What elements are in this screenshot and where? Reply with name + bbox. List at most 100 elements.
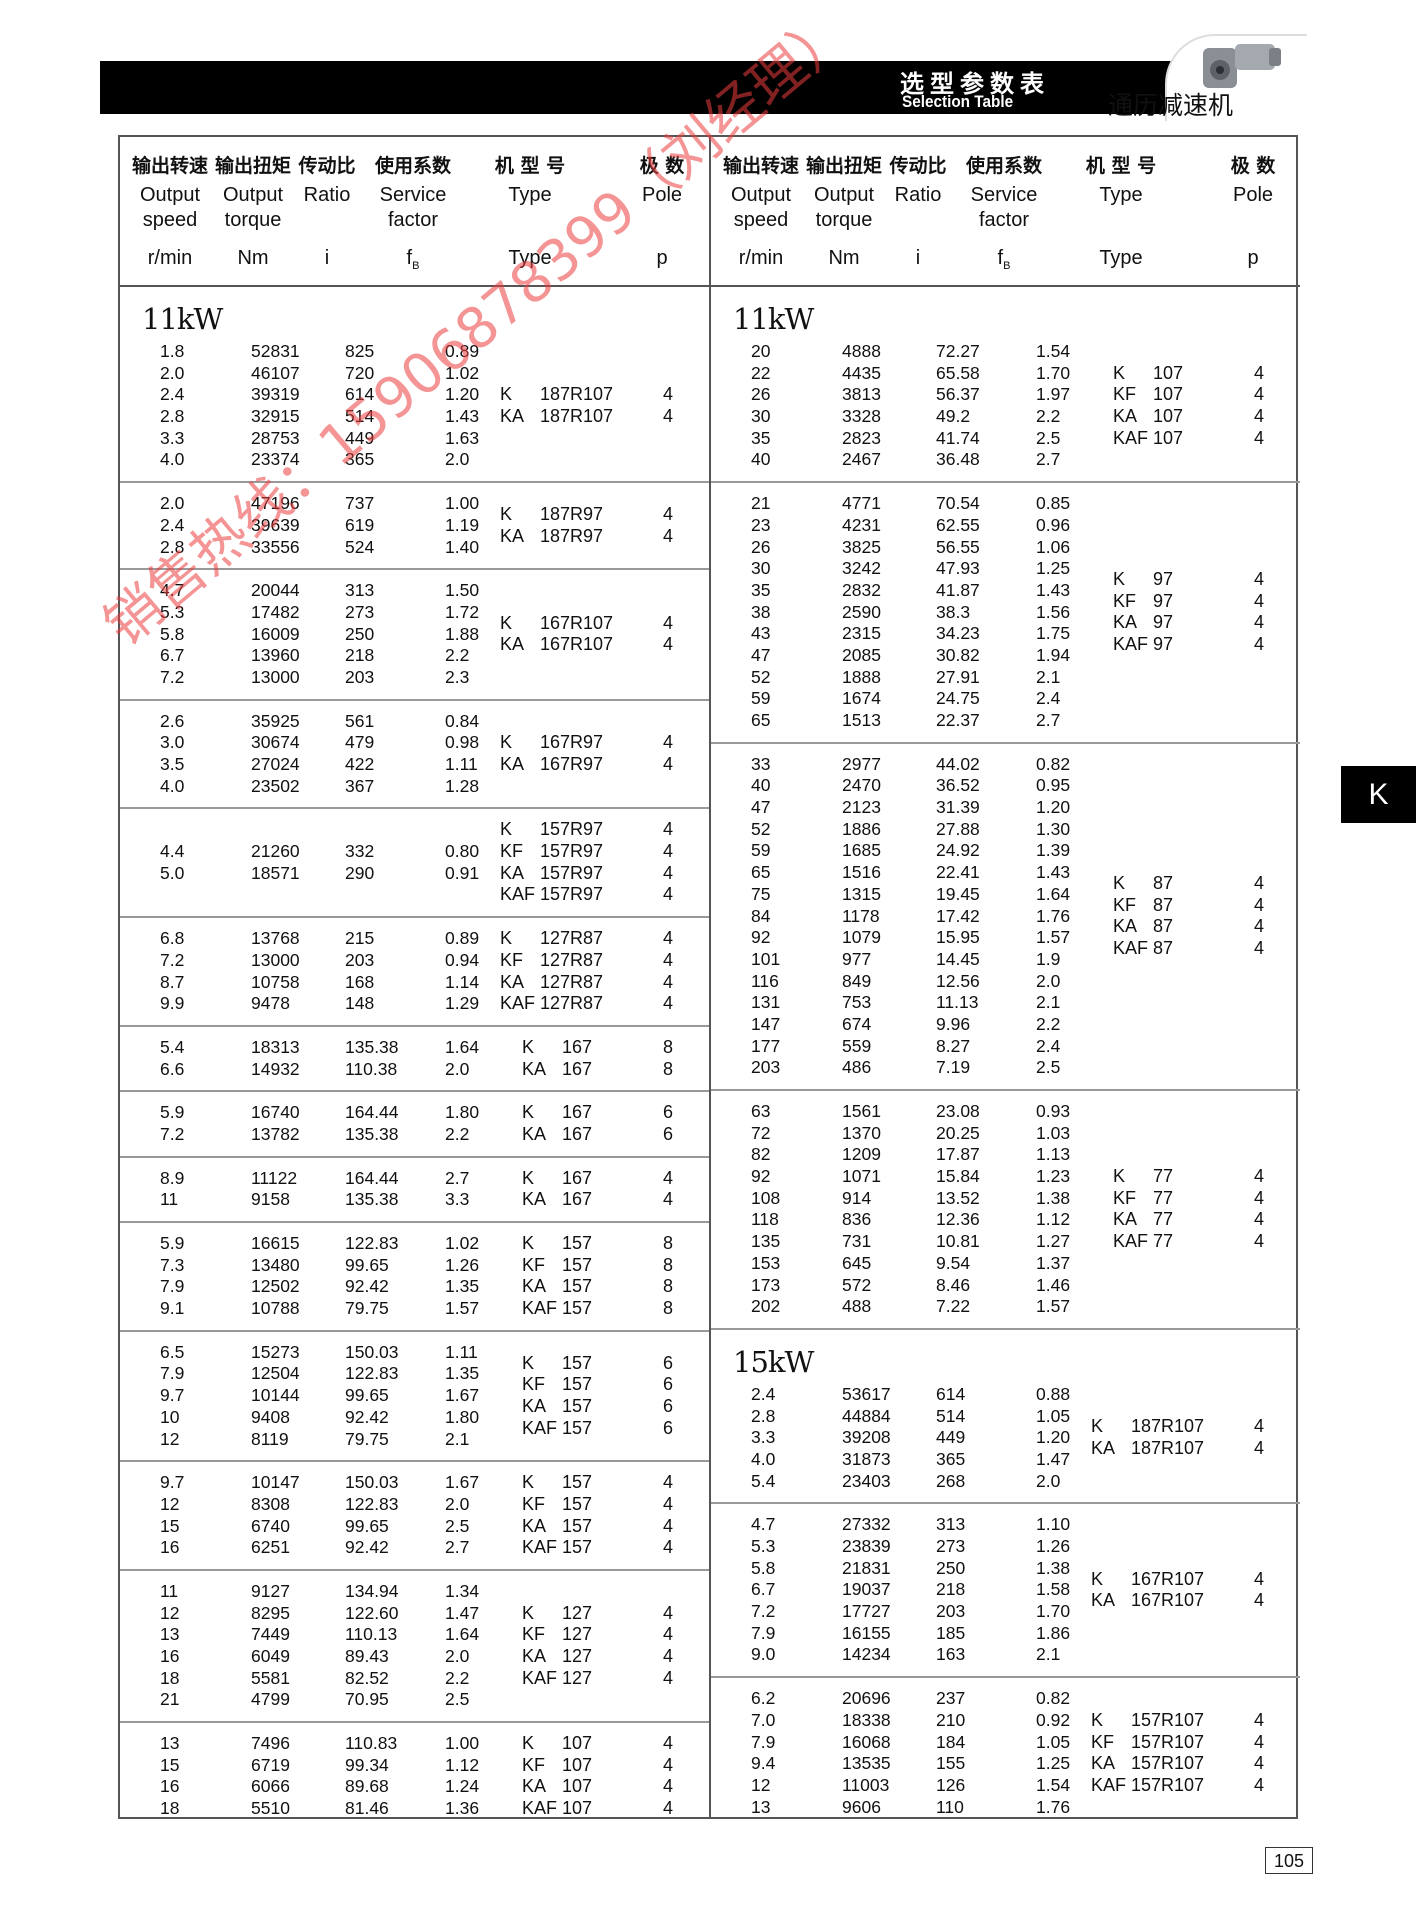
data-rows: 5.9 16740 164.44 1.80 7.2 13782 135.38 2.2 — [120, 1102, 500, 1145]
output-speed: 52 — [751, 818, 771, 839]
type-model: 97 — [1153, 569, 1174, 590]
table-row: 101 977 14.45 1.9 — [711, 949, 1091, 971]
service-factor: 2.3 — [445, 666, 470, 687]
table-header: 输出转速 Output speed r/min 输出扭矩 Output torque Nm… — [120, 137, 709, 287]
output-torque: 19037 — [842, 1579, 891, 1600]
table-row: 2.4 39639 619 1.19 — [120, 515, 500, 537]
ratio: 720 — [345, 362, 375, 383]
table-row: 2.0 46107 720 1.02 — [120, 363, 500, 385]
type-model: 157 — [562, 1276, 593, 1297]
type-model: 157R107 — [1131, 1753, 1205, 1774]
table-row: 16 6251 92.42 2.7 — [120, 1537, 500, 1559]
table-row: 5.8 21831 250 1.38 — [711, 1558, 1091, 1580]
ratio: 70.95 — [345, 1689, 389, 1710]
ratio: 15.95 — [936, 927, 980, 948]
ratio: 365 — [936, 1448, 966, 1469]
pole: 8 — [663, 1298, 674, 1319]
output-torque: 9127 — [251, 1580, 290, 1601]
ratio: 825 — [345, 341, 375, 361]
output-torque: 1516 — [842, 862, 881, 883]
service-factor: 2.4 — [1036, 1035, 1061, 1056]
output-speed: 11 — [160, 1580, 179, 1601]
type-prefix: K — [1091, 1709, 1104, 1730]
type-model: 157R97 — [540, 819, 604, 840]
output-torque: 4231 — [842, 514, 881, 535]
ratio: 8.27 — [936, 1035, 971, 1056]
column-header-cn: 极 数 — [1230, 155, 1276, 177]
type-row: KA 107 4 — [1091, 406, 1300, 428]
table-row: 7.0 18338 210 0.92 — [711, 1710, 1091, 1732]
type-model: 157 — [562, 1254, 593, 1275]
output-torque: 20044 — [251, 580, 300, 601]
group-body: 63 1561 23.08 0.93 72 1370 20.25 1.03 82 1209 17.8… — [711, 1101, 1300, 1318]
type-row: K 167R97 4 — [500, 732, 709, 754]
service-factor: 1.67 — [445, 1385, 480, 1406]
output-speed: 2.4 — [751, 1383, 776, 1404]
table-row: 108 914 13.52 1.38 — [711, 1188, 1091, 1210]
table-row: 2.8 33556 524 1.40 — [120, 537, 500, 559]
gear-reducer-icon — [1203, 44, 1281, 88]
output-torque: 23502 — [251, 775, 300, 796]
type-prefix: KAF — [1113, 1231, 1149, 1252]
type-prefix: KA — [500, 525, 525, 546]
type-model: 167R107 — [540, 612, 614, 633]
type-model: 127R87 — [540, 949, 604, 970]
output-torque: 17482 — [251, 601, 300, 622]
ratio: 619 — [345, 514, 375, 535]
output-speed: 12 — [160, 1493, 180, 1514]
output-speed: 52 — [751, 666, 771, 687]
ratio: 203 — [345, 666, 375, 687]
ratio: 268 — [936, 1470, 966, 1491]
table-row: 20 4888 72.27 1.54 — [711, 341, 1091, 363]
type-prefix: K — [500, 732, 513, 753]
service-factor: 1.57 — [1036, 927, 1071, 948]
pole: 4 — [1254, 916, 1265, 937]
ratio: 99.65 — [345, 1515, 389, 1536]
selection-group: 2.6 35925 561 0.84 3.0 30674 479 0.98 3.5 27024 42… — [120, 701, 709, 810]
output-speed: 6.5 — [160, 1341, 185, 1362]
type-model: 127R87 — [540, 971, 604, 992]
pole: 4 — [1254, 612, 1265, 633]
type-prefix: KAF — [1091, 1774, 1127, 1795]
ratio: 290 — [345, 862, 375, 883]
ratio: 9.54 — [936, 1252, 971, 1273]
pole: 4 — [1254, 427, 1265, 448]
output-torque: 23839 — [842, 1536, 891, 1556]
service-factor: 1.58 — [1036, 1579, 1071, 1600]
output-torque: 9478 — [251, 993, 290, 1014]
section-tab-k[interactable]: K — [1341, 766, 1416, 823]
service-factor: 1.54 — [1036, 1774, 1071, 1795]
pole: 4 — [1254, 1590, 1265, 1611]
service-factor: 2.1 — [1036, 992, 1061, 1013]
table-row: 4.0 23374 365 2.0 — [120, 449, 500, 471]
table-row: 5.3 17482 273 1.72 — [120, 602, 500, 624]
output-torque: 3242 — [842, 558, 881, 579]
table-row: 177 559 8.27 2.4 — [711, 1036, 1091, 1058]
type-model: 187R107 — [540, 384, 614, 405]
service-factor: 2.2 — [1036, 1013, 1061, 1034]
service-factor: 2.4 — [1036, 688, 1061, 709]
ratio: 92.42 — [345, 1537, 389, 1558]
type-model: 157R97 — [540, 862, 604, 883]
type-model: 157 — [562, 1233, 593, 1253]
unit-text: Type — [508, 247, 552, 269]
type-prefix: KA — [522, 1058, 547, 1079]
column-header-unit: fB — [407, 247, 420, 272]
type-model: 157 — [562, 1298, 593, 1319]
unit-subscript: B — [412, 260, 420, 272]
service-factor: 2.2 — [445, 1667, 470, 1688]
ratio: 273 — [345, 601, 375, 622]
service-factor: 1.46 — [1036, 1274, 1071, 1295]
type-prefix: KA — [500, 634, 525, 655]
output-speed: 13 — [160, 1624, 180, 1645]
output-speed: 6.2 — [751, 1688, 776, 1709]
type-row: K 157R107 4 — [1091, 1710, 1300, 1732]
type-model: 187R107 — [540, 406, 614, 427]
pole: 4 — [663, 1189, 674, 1210]
data-rows: 2.0 47196 737 1.00 2.4 39639 619 1.19 2.8 33556 52… — [120, 493, 500, 558]
table-row: 35 2832 41.87 1.43 — [711, 580, 1091, 602]
service-factor: 1.20 — [1036, 797, 1071, 818]
group-body: 2.0 47196 737 1.00 2.4 39639 619 1.19 2.8 33556 52… — [120, 493, 709, 558]
output-speed: 12 — [751, 1774, 771, 1795]
column-header-unit: i — [916, 247, 920, 270]
